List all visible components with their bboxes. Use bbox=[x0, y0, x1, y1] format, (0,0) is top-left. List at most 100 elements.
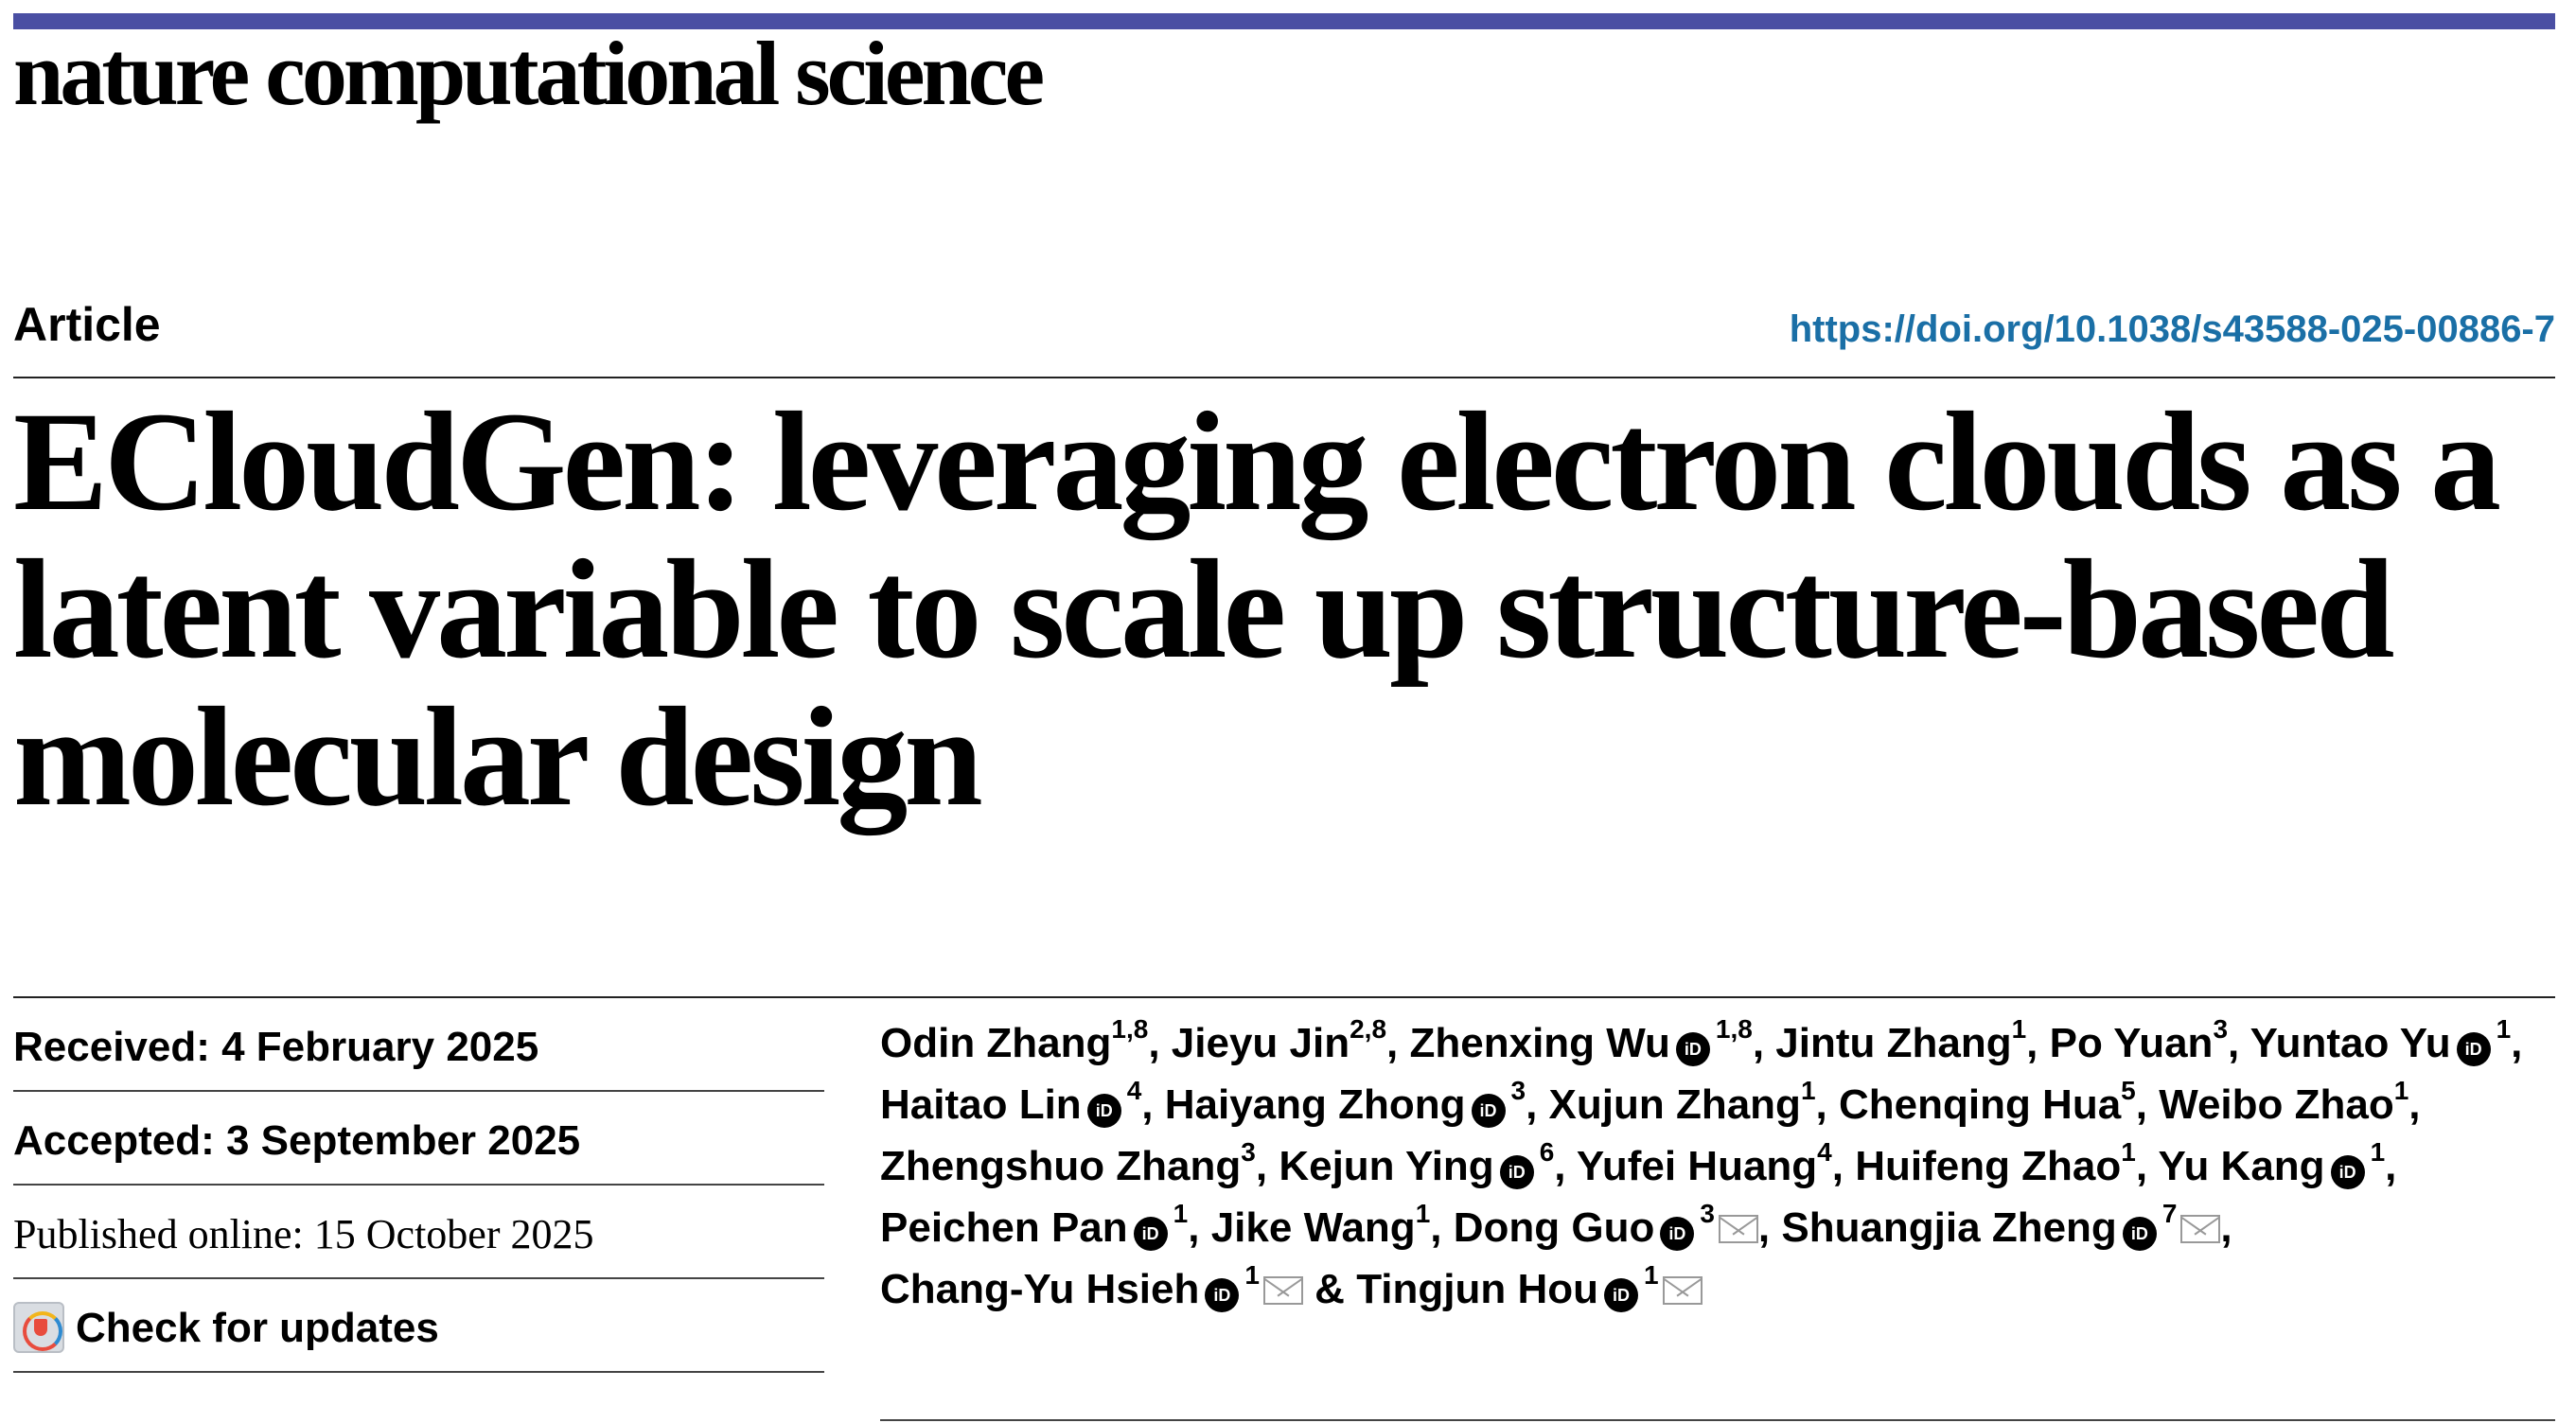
author-entry[interactable]: Haiyang Zhong iD3 bbox=[1164, 1078, 1526, 1128]
authors-divider bbox=[880, 1419, 2555, 1421]
orcid-icon[interactable]: iD bbox=[2456, 1032, 2491, 1066]
author-list: Odin Zhang1,8, Jieyu Jin2,8, Zhenxing Wu… bbox=[880, 1012, 2565, 1320]
author-name: Haiyang Zhong bbox=[1164, 1081, 1466, 1128]
author-affiliation-sup: 4 bbox=[1126, 1076, 1142, 1105]
author-separator: , bbox=[1526, 1081, 1549, 1128]
author-entry[interactable]: Po Yuan3 bbox=[2050, 1016, 2228, 1067]
author-separator: , bbox=[1255, 1143, 1279, 1189]
author-name: Dong Guo bbox=[1453, 1204, 1655, 1251]
author-separator: , bbox=[1831, 1143, 1856, 1189]
author-separator: , bbox=[1554, 1143, 1577, 1189]
author-name: Tingjun Hou bbox=[1356, 1266, 1598, 1312]
author-separator: , bbox=[1757, 1204, 1782, 1251]
author-name: Yu Kang bbox=[2158, 1143, 2325, 1189]
author-name: Jintu Zhang bbox=[1775, 1020, 2012, 1066]
author-affiliation-sup: 1 bbox=[2121, 1137, 2136, 1167]
author-affiliation-sup: 4 bbox=[1817, 1137, 1832, 1167]
author-separator: , bbox=[2408, 1081, 2421, 1128]
author-entry[interactable]: Chang-Yu Hsieh iD1 bbox=[880, 1262, 1303, 1312]
author-entry[interactable]: Huifeng Zhao1 bbox=[1855, 1139, 2136, 1190]
author-entry[interactable]: Kejun Ying iD6 bbox=[1279, 1139, 1554, 1189]
author-entry[interactable]: Yu Kang iD1 bbox=[2158, 1139, 2385, 1189]
author-entry[interactable]: Haitao Lin iD4 bbox=[880, 1078, 1141, 1128]
author-affiliation-sup: 3 bbox=[1510, 1076, 1526, 1105]
author-separator: , bbox=[1386, 1020, 1410, 1066]
author-affiliation-sup: 3 bbox=[1241, 1137, 1256, 1167]
author-affiliation-sup: 5 bbox=[2121, 1076, 2136, 1105]
author-name: Zhenxing Wu bbox=[1409, 1020, 1670, 1066]
author-entry[interactable]: Dong Guo iD3 bbox=[1453, 1201, 1758, 1251]
author-entry[interactable]: Tingjun Hou iD1 bbox=[1356, 1262, 1703, 1312]
orcid-icon[interactable]: iD bbox=[1499, 1155, 1534, 1189]
author-entry[interactable]: Weibo Zhao1 bbox=[2159, 1078, 2408, 1129]
author-entry[interactable]: Odin Zhang1,8 bbox=[880, 1016, 1148, 1067]
received-date: Received: 4 February 2025 bbox=[13, 1024, 539, 1070]
author-entry[interactable]: Shuangjia Zheng iD7 bbox=[1781, 1201, 2221, 1251]
orcid-icon[interactable]: iD bbox=[1603, 1278, 1638, 1312]
author-separator: & bbox=[1302, 1266, 1357, 1312]
author-affiliation-sup: 1,8 bbox=[1715, 1014, 1753, 1044]
author-separator: , bbox=[2511, 1020, 2523, 1066]
author-separator: , bbox=[1148, 1020, 1172, 1066]
orcid-icon[interactable]: iD bbox=[1660, 1217, 1695, 1251]
author-entry[interactable]: Chenqing Hua5 bbox=[1838, 1078, 2136, 1129]
orcid-icon[interactable]: iD bbox=[1205, 1278, 1240, 1312]
author-affiliation-sup: 3 bbox=[2213, 1014, 2229, 1044]
author-name: Yuntao Yu bbox=[2250, 1020, 2451, 1066]
author-separator: , bbox=[1141, 1081, 1165, 1128]
email-icon[interactable] bbox=[1662, 1276, 1703, 1305]
orcid-icon[interactable]: iD bbox=[1133, 1217, 1168, 1251]
author-separator: , bbox=[2220, 1204, 2232, 1251]
author-affiliation-sup: 1 bbox=[1800, 1076, 1816, 1105]
author-separator: , bbox=[2135, 1081, 2160, 1128]
author-affiliation-sup: 1,8 bbox=[1111, 1014, 1149, 1044]
author-affiliation-sup: 1 bbox=[2393, 1076, 2409, 1105]
author-entry[interactable]: Yuntao Yu iD1 bbox=[2250, 1016, 2511, 1066]
author-name: Odin Zhang bbox=[880, 1020, 1112, 1066]
orcid-icon[interactable]: iD bbox=[1471, 1094, 1506, 1128]
author-entry[interactable]: Yufei Huang4 bbox=[1577, 1139, 1832, 1190]
author-entry[interactable]: Jike Wang1 bbox=[1211, 1201, 1431, 1252]
orcid-icon[interactable]: iD bbox=[2330, 1155, 2365, 1189]
crossmark-icon bbox=[13, 1302, 64, 1353]
author-entry[interactable]: Zhengshuo Zhang3 bbox=[880, 1139, 1256, 1190]
author-affiliation-sup: 1 bbox=[1643, 1260, 1659, 1290]
orcid-icon[interactable]: iD bbox=[1675, 1032, 1710, 1066]
article-type-label: Article bbox=[13, 298, 161, 351]
article-title: ECloudGen: leveraging electron clouds as… bbox=[13, 383, 2501, 835]
author-entry[interactable]: Jintu Zhang1 bbox=[1775, 1016, 2026, 1067]
accepted-row: Accepted: 3 September 2025 bbox=[13, 1092, 824, 1186]
article-dates-panel: Received: 4 February 2025 Accepted: 3 Se… bbox=[13, 998, 824, 1373]
orcid-icon[interactable]: iD bbox=[2122, 1217, 2157, 1251]
author-affiliation-sup: 3 bbox=[1700, 1199, 1715, 1228]
author-affiliation-sup: 1 bbox=[2011, 1014, 2027, 1044]
author-affiliation-sup: 1 bbox=[2370, 1137, 2386, 1167]
orcid-icon[interactable]: iD bbox=[1086, 1094, 1121, 1128]
author-affiliation-sup: 1 bbox=[1244, 1260, 1260, 1290]
author-name: Chenqing Hua bbox=[1838, 1081, 2122, 1128]
author-entry[interactable]: Xujun Zhang1 bbox=[1548, 1078, 1816, 1129]
author-separator: , bbox=[1430, 1204, 1454, 1251]
email-icon[interactable] bbox=[1262, 1276, 1303, 1305]
check-for-updates-button[interactable]: Check for updates bbox=[13, 1279, 824, 1373]
author-affiliation-sup: 1 bbox=[1415, 1199, 1431, 1228]
author-separator: , bbox=[1815, 1081, 1839, 1128]
author-entry[interactable]: Zhenxing Wu iD1,8 bbox=[1409, 1016, 1753, 1066]
author-name: Xujun Zhang bbox=[1548, 1081, 1801, 1128]
author-entry[interactable]: Jieyu Jin2,8 bbox=[1171, 1016, 1386, 1067]
author-name: Zhengshuo Zhang bbox=[880, 1143, 1242, 1189]
author-name: Jieyu Jin bbox=[1171, 1020, 1350, 1066]
author-name: Peichen Pan bbox=[880, 1204, 1128, 1251]
author-separator: , bbox=[1188, 1204, 1211, 1251]
email-icon[interactable] bbox=[2180, 1215, 2221, 1243]
doi-link[interactable]: https://doi.org/10.1038/s43588-025-00886… bbox=[1789, 308, 2555, 350]
check-for-updates-label: Check for updates bbox=[76, 1305, 439, 1351]
author-affiliation-sup: 7 bbox=[2161, 1199, 2178, 1228]
email-icon[interactable] bbox=[1718, 1215, 1758, 1243]
received-row: Received: 4 February 2025 bbox=[13, 998, 824, 1092]
author-separator: , bbox=[2135, 1143, 2159, 1189]
author-name: Shuangjia Zheng bbox=[1781, 1204, 2117, 1251]
author-separator: , bbox=[2385, 1143, 2397, 1189]
author-entry[interactable]: Peichen Pan iD1 bbox=[880, 1201, 1188, 1251]
author-name: Chang-Yu Hsieh bbox=[880, 1266, 1200, 1312]
